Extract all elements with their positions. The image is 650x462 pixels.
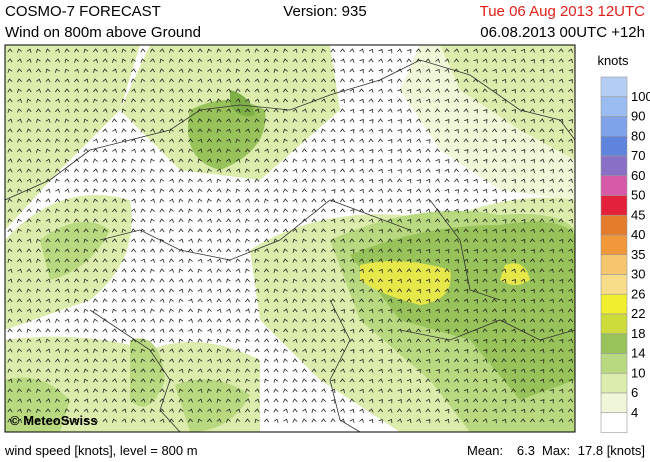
valid-time: Tue 06 Aug 2013 12UTC xyxy=(480,3,646,20)
legend-swatch xyxy=(600,96,628,117)
max-value: 17.8 [knots] xyxy=(578,443,645,458)
legend-label: 80 xyxy=(631,128,645,143)
legend-label: 6 xyxy=(631,385,638,400)
legend-swatch xyxy=(600,214,628,236)
borders xyxy=(5,59,575,432)
legend-label: 45 xyxy=(631,207,645,222)
legend-swatch xyxy=(600,135,628,157)
legend-swatch xyxy=(600,412,628,433)
legend-swatch xyxy=(600,293,628,315)
wind-arrows xyxy=(7,48,574,424)
mean-label: Mean: xyxy=(467,443,503,458)
legend-label: 22 xyxy=(631,306,645,321)
title: COSMO-7 FORECAST xyxy=(5,3,161,20)
run-time: 06.08.2013 00UTC +12h xyxy=(480,24,645,41)
legend-swatch xyxy=(600,175,628,196)
legend-swatch xyxy=(600,254,628,275)
legend-swatch xyxy=(600,234,628,256)
wind-speed-field xyxy=(5,45,575,432)
copyright: © MeteoSwiss xyxy=(10,413,98,428)
legend-swatch xyxy=(600,372,628,394)
legend-label: 30 xyxy=(631,267,645,282)
legend-label: 70 xyxy=(631,148,645,163)
legend-swatch xyxy=(600,353,628,374)
legend-label: 35 xyxy=(631,247,645,262)
legend-label: 4 xyxy=(631,405,638,420)
legend-label: 10 xyxy=(631,365,645,380)
legend-swatch xyxy=(600,155,628,177)
version: Version: 935 xyxy=(283,3,366,20)
footer-description: wind speed [knots], level = 800 m xyxy=(4,443,198,458)
legend-label: 18 xyxy=(631,326,645,341)
legend-swatch xyxy=(600,76,628,98)
subtitle: Wind on 800m above Ground xyxy=(5,24,201,41)
legend-label: 100 xyxy=(631,89,650,104)
map xyxy=(5,45,575,432)
legend-label: 26 xyxy=(631,286,645,301)
legend-swatch xyxy=(600,195,628,216)
legend-swatch xyxy=(600,313,628,335)
max-label: Max: xyxy=(542,443,570,458)
legend-swatch xyxy=(600,116,628,137)
legend-swatch xyxy=(600,333,628,354)
legend-label: 14 xyxy=(631,346,645,361)
legend: 100 90 80 70 60 50 45 40 35 30 26 22 18 14 10 6 4 xyxy=(600,76,650,433)
legend-unit: knots xyxy=(597,53,629,68)
legend-label: 40 xyxy=(631,227,645,242)
legend-swatch xyxy=(600,274,628,295)
map-frame xyxy=(4,44,576,433)
mean-value: 6.3 xyxy=(517,443,535,458)
legend-label: 90 xyxy=(631,109,645,124)
legend-swatch xyxy=(600,392,628,414)
legend-label: 60 xyxy=(631,168,645,183)
legend-label: 50 xyxy=(631,188,645,203)
